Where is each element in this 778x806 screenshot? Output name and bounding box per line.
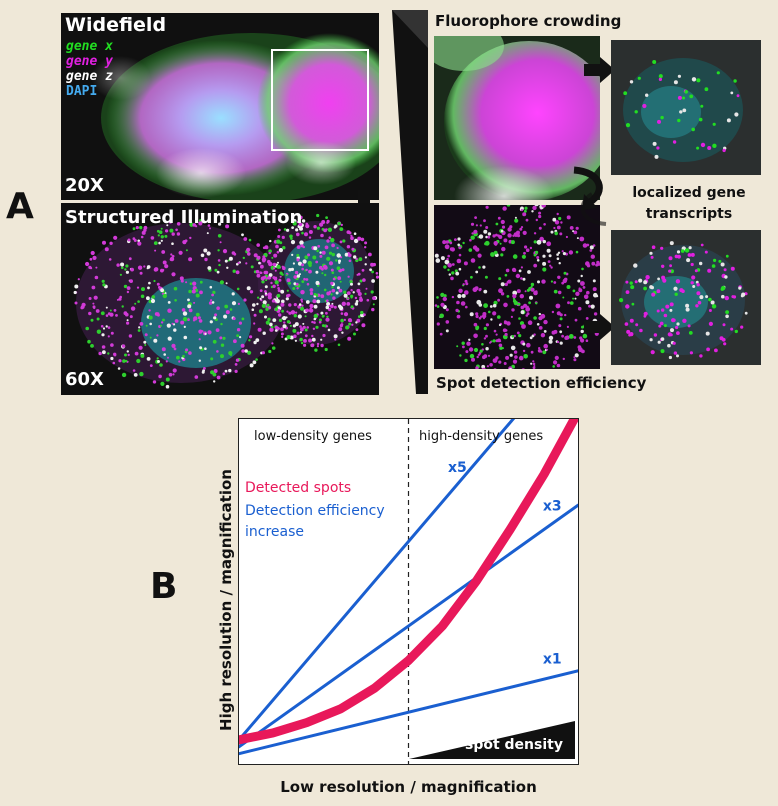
- legend-detected-spots: Detected spots: [245, 480, 352, 496]
- efficiency-label-x5: x5: [448, 460, 467, 476]
- localized-transcripts-image-bottom: [611, 230, 761, 365]
- widefield-cells-graphic: [91, 33, 379, 200]
- widefield-image: Widefield gene x gene y gene z DAPI 20X: [61, 13, 379, 200]
- right-arrow-bottom-icon: [584, 314, 615, 340]
- resolution-wedge: [392, 10, 428, 394]
- widefield-legend: gene x gene y gene z DAPI: [66, 39, 113, 99]
- legend-gene-z: gene z: [66, 69, 113, 84]
- structured-illumination-image: Structured Illumination 60X: [61, 203, 379, 395]
- sim-title: Structured Illumination: [65, 207, 303, 228]
- resolved-zoom-image: [434, 205, 600, 369]
- efficiency-line-x5: [239, 419, 516, 742]
- fluorophore-crowding-caption: Fluorophore crowding: [435, 12, 622, 30]
- crowded-zoom-graphic: [434, 36, 600, 200]
- legend-detection-efficiency: Detection efficiency increase: [245, 503, 385, 540]
- efficiency-line-x1: [239, 669, 578, 756]
- chart-svg: x1 x3 x5: [239, 419, 578, 764]
- detected-spots-curve: [239, 419, 578, 745]
- localized-top-graphic: [623, 58, 743, 162]
- right-arrow-top-icon: [584, 57, 615, 83]
- sim-cells-graphic: [73, 213, 379, 389]
- panel-b-letter: B: [150, 566, 178, 607]
- chart-plot-area: x1 x3 x5 low-density genes high-density ge…: [238, 418, 579, 765]
- legend-gene-x: gene x: [66, 39, 113, 54]
- efficiency-label-x3: x3: [543, 499, 562, 515]
- legend-dapi: DAPI: [66, 84, 98, 99]
- y-axis-label: High resolution / magnification: [217, 469, 235, 731]
- widefield-title: Widefield: [65, 14, 167, 36]
- localized-transcripts-caption: localized gene transcripts: [632, 185, 746, 222]
- high-density-genes-label: high-density genes: [419, 429, 544, 444]
- sim-magnification: 60X: [65, 369, 104, 390]
- spot-density-wedge: [409, 721, 575, 759]
- localized-transcripts-image-top: [611, 40, 761, 175]
- curved-arrows-icon: [573, 166, 607, 226]
- widefield-magnification: 20X: [65, 175, 104, 196]
- crowded-zoom-image: [434, 36, 600, 200]
- localized-bottom-graphic: [619, 241, 748, 360]
- efficiency-line-x3: [239, 503, 578, 749]
- legend-gene-y: gene y: [66, 54, 113, 69]
- resolved-zoom-graphic: [434, 205, 600, 369]
- efficiency-label-x1: x1: [543, 651, 562, 667]
- spot-density-label: spot density: [465, 737, 563, 753]
- panel-a-letter: A: [6, 186, 34, 227]
- spot-detection-caption: Spot detection efficiency: [436, 374, 647, 392]
- x-axis-label: Low resolution / magnification: [280, 778, 537, 796]
- zoom-box: [271, 49, 369, 151]
- low-density-genes-label: low-density genes: [254, 429, 372, 444]
